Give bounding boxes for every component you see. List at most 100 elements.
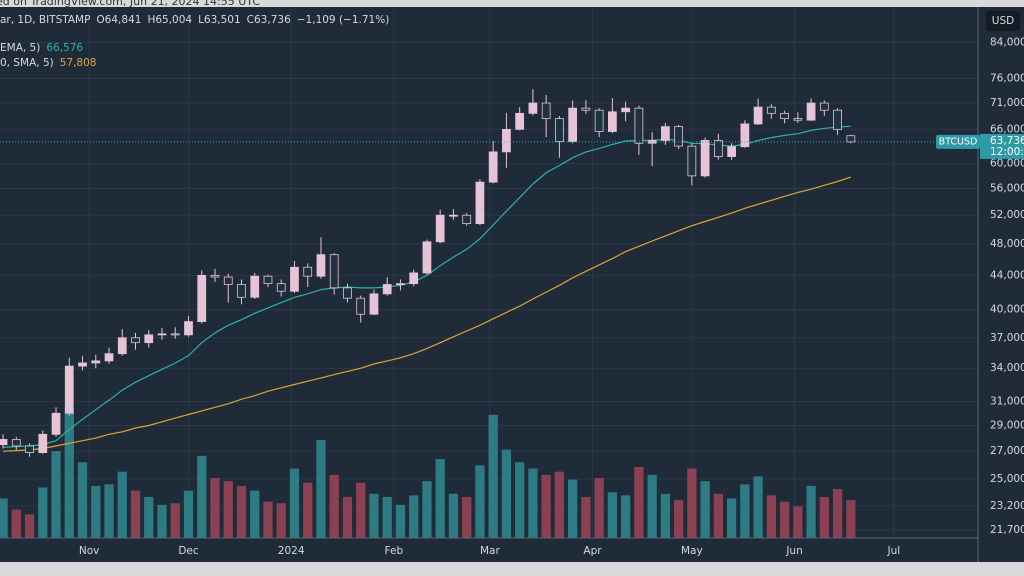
- candle-body: [502, 128, 511, 153]
- volume-bar: [806, 485, 816, 538]
- candle-body: [316, 254, 326, 277]
- volume-bar: [687, 468, 697, 538]
- candle-body: [210, 274, 220, 278]
- volume-bar: [435, 459, 445, 538]
- y-tick-label: 23,200: [990, 500, 1024, 512]
- candle-body: [488, 151, 498, 183]
- price-tag: 63,736: [990, 135, 1024, 147]
- candle-body: [91, 360, 101, 364]
- candle-body: [329, 254, 339, 289]
- candle-body: [462, 214, 472, 225]
- volume-bar: [501, 449, 512, 538]
- candle-body: [356, 297, 366, 315]
- volume-bar: [316, 440, 326, 538]
- countdown: 12:00:2: [990, 146, 1024, 158]
- volume-bar: [236, 485, 247, 538]
- candle-body: [661, 126, 670, 141]
- volume-bar: [819, 496, 829, 538]
- volume-bar: [64, 408, 74, 538]
- candle-body: [422, 241, 432, 274]
- candle-body: [343, 287, 352, 299]
- y-tick-label: 52,000: [990, 209, 1024, 221]
- candle-body: [369, 293, 379, 315]
- y-tick-label: 25,000: [990, 473, 1024, 485]
- candle-body: [634, 107, 644, 144]
- volume-bar: [183, 490, 194, 538]
- volume-bar: [673, 500, 684, 538]
- x-tick-label: May: [681, 545, 703, 557]
- volume-bar: [104, 484, 114, 538]
- volume-bar: [356, 482, 366, 538]
- y-tick-label: 37,000: [990, 332, 1024, 344]
- candle-body: [409, 272, 419, 285]
- y-tick-label: 21,700: [990, 524, 1024, 536]
- ma-layer: [2, 125, 851, 452]
- x-tick-label: Feb: [385, 545, 404, 557]
- ohlc-legend: O64,841 H65,004 L63,501 C63,736 −1,109 (−1.7…: [96, 14, 389, 26]
- volume-bar: [634, 466, 644, 538]
- volume-bar: [700, 481, 710, 538]
- candle-body: [263, 275, 273, 285]
- volume-bar: [846, 500, 856, 538]
- legend-value: 57,808: [60, 57, 97, 69]
- symbol-tag: BTCUSD: [939, 136, 978, 147]
- volume-bar: [395, 504, 406, 538]
- volume-bar: [0, 498, 8, 538]
- volume-bar: [581, 496, 591, 538]
- volume-bar: [91, 485, 101, 538]
- volume-bar: [607, 492, 618, 538]
- candle-body: [25, 445, 34, 453]
- x-tick-label: Nov: [79, 545, 100, 557]
- candle-body: [766, 106, 776, 114]
- candle-body: [117, 337, 127, 355]
- candle-body: [104, 353, 114, 362]
- volume-bar: [289, 468, 300, 538]
- volume-bar: [528, 468, 538, 538]
- volume-bar: [250, 490, 260, 538]
- volume-bar: [342, 496, 353, 538]
- volume-bar: [51, 451, 61, 538]
- candle-body: [131, 337, 140, 344]
- symbol: ar, 1D, BITSTAMP: [0, 14, 90, 26]
- candle-body: [581, 107, 591, 111]
- volume-bar: [24, 514, 35, 538]
- candle-body: [276, 283, 286, 292]
- y-tick-label: 27,000: [990, 445, 1024, 457]
- candle-body: [475, 181, 485, 225]
- candle-body: [515, 112, 525, 130]
- y-tick-label: 34,000: [990, 362, 1024, 374]
- volume-bar: [554, 471, 565, 538]
- volume-bar: [263, 501, 273, 538]
- price-tag-box: [980, 133, 1024, 159]
- candle-body: [846, 135, 856, 143]
- volume-bar: [223, 481, 233, 538]
- x-tick-label: Jul: [887, 545, 901, 557]
- y-tick-label: 84,000: [990, 36, 1024, 48]
- x-tick-label: 2024: [278, 545, 305, 557]
- candle-body: [608, 111, 617, 132]
- candle-body: [594, 109, 604, 132]
- candle-body: [727, 146, 736, 157]
- currency: USD: [992, 15, 1014, 27]
- symbol-tag-box: [936, 134, 980, 149]
- volume-bar: [740, 484, 750, 538]
- ohlc-value: H65,004: [147, 14, 192, 26]
- candle-body: [290, 266, 299, 292]
- volume-bar: [462, 496, 472, 538]
- candle-body: [197, 274, 207, 322]
- volume-bar: [144, 496, 154, 538]
- candle-body: [435, 214, 445, 243]
- volume-bar: [170, 503, 180, 538]
- ohlc-value: L63,501: [198, 14, 241, 26]
- volume-bar: [713, 493, 724, 538]
- candle-body: [170, 333, 180, 336]
- volume-bar: [77, 462, 88, 538]
- candle-body: [806, 102, 816, 121]
- candle-body: [713, 140, 723, 157]
- ma-line: [2, 125, 851, 448]
- volume-bar: [793, 506, 803, 538]
- y-tick-label: 76,000: [990, 73, 1024, 85]
- volume-bar: [660, 493, 671, 538]
- candle-body: [740, 123, 750, 148]
